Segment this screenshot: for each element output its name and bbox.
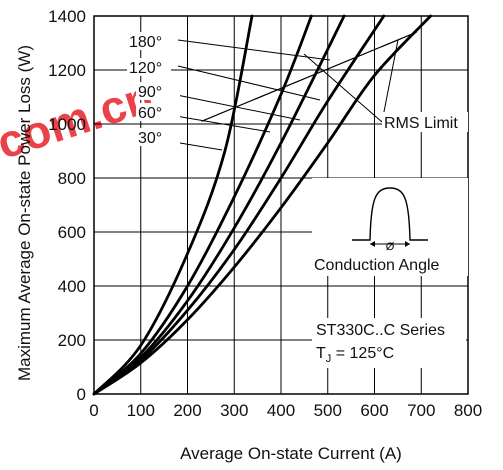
- rms-limit-line: [201, 31, 417, 122]
- x-tick-labels: 0 100 200 300 400 500 600 700 800: [89, 401, 482, 420]
- x-tick-label: 400: [267, 401, 295, 420]
- angle-label: 30°: [138, 130, 162, 147]
- angle-label-bg: [136, 103, 180, 121]
- series-line: [92, 14, 346, 396]
- y-tick-labels: 0 200 400 600 800 1000 1200 1400: [48, 7, 86, 404]
- y-tick-label: 1200: [48, 61, 86, 80]
- series-label: ST330C..C Series: [316, 322, 445, 339]
- rms-label-bg: [382, 112, 468, 132]
- y-tick-label: 200: [58, 331, 86, 350]
- x-tick-label: 700: [407, 401, 435, 420]
- rms-limit-label: RMS Limit: [384, 115, 458, 132]
- conduction-angle-inset: Ø Conduction Angle: [312, 178, 468, 276]
- x-tick-label: 100: [127, 401, 155, 420]
- device-annotation-bg: [312, 318, 466, 368]
- junction-temp-label: TJ = 125°C: [316, 345, 394, 365]
- x-tick-label: 0: [89, 401, 98, 420]
- tj-suffix: = 125°C: [331, 345, 394, 362]
- y-tick-label: 0: [77, 385, 86, 404]
- y-tick-label: 1000: [48, 115, 86, 134]
- tj-subscript: J: [326, 353, 332, 365]
- conduction-angle-label: Conduction Angle: [314, 257, 440, 274]
- x-tick-label: 200: [173, 401, 201, 420]
- conduction-span-arrows: [370, 241, 410, 247]
- angle-label-bg: [136, 128, 180, 146]
- conduction-waveform: [352, 187, 428, 241]
- curves: [92, 14, 432, 396]
- angle-label: 180°: [129, 34, 162, 51]
- x-tick-label: 800: [454, 401, 482, 420]
- label-leader-line: [161, 91, 301, 121]
- y-tick-label: 800: [58, 169, 86, 188]
- x-axis-label: Average On-state Current (A): [180, 444, 402, 463]
- angle-label: 120°: [129, 60, 162, 77]
- angle-labels: 180° 120° 90° 60° 30°: [127, 32, 180, 147]
- series-line: [92, 14, 432, 396]
- x-tick-label: 600: [360, 401, 388, 420]
- tj-prefix: T: [316, 345, 326, 362]
- x-tick-label: 500: [314, 401, 342, 420]
- angle-label: 90°: [138, 84, 162, 101]
- y-axis-label: Maximum Average On-state Power Loss (W): [15, 45, 34, 381]
- y-tick-label: 400: [58, 277, 86, 296]
- angle-label: 60°: [138, 105, 162, 122]
- conduction-inset-bg: [312, 178, 468, 276]
- angle-label-bg: [127, 58, 171, 76]
- label-leader-line: [177, 65, 321, 101]
- x-tick-label: 300: [220, 401, 248, 420]
- conduction-angle-symbol: Ø: [386, 241, 395, 253]
- angle-label-bg: [136, 82, 180, 100]
- y-tick-label: 600: [58, 223, 86, 242]
- label-leader-line: [381, 39, 399, 123]
- series-line: [92, 14, 313, 396]
- series-line: [92, 14, 254, 396]
- y-tick-label: 1400: [48, 7, 86, 26]
- angle-label-bg: [127, 32, 171, 50]
- device-annotation: ST330C..C Series TJ = 125°C: [312, 318, 466, 368]
- label-leader-line: [177, 39, 331, 61]
- label-leader-line: [303, 53, 383, 123]
- series-line: [92, 14, 386, 396]
